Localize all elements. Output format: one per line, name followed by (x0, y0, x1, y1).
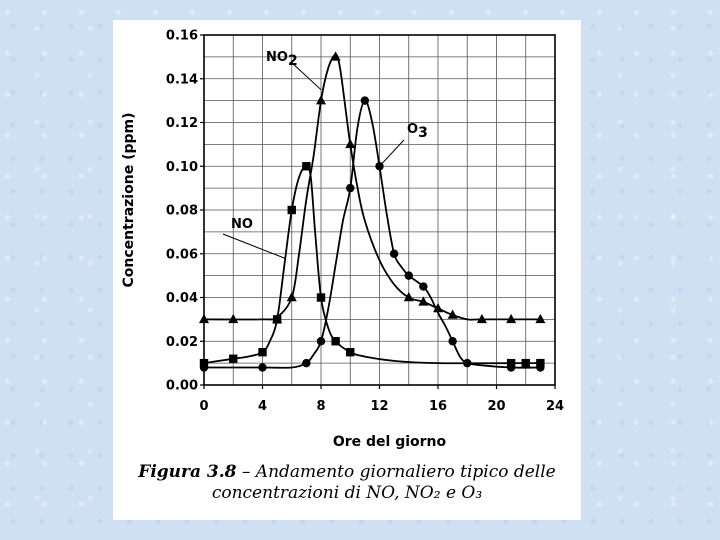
no2-annotation-label: NO2 (266, 50, 298, 69)
o3-data-point (360, 96, 370, 105)
x-tick-label: 0 (199, 399, 208, 414)
no-data-point (521, 358, 530, 368)
no2-data-point (447, 309, 458, 319)
y-tick-label: 0.04 (166, 291, 198, 306)
o3-data-point (316, 337, 326, 346)
no-data-point (287, 205, 296, 215)
y-tick-label: 0.06 (166, 247, 198, 262)
no2-data-point (418, 296, 429, 306)
x-tick-label: 20 (487, 399, 505, 414)
y-tick-label: 0.00 (166, 379, 198, 394)
no-data-point (316, 293, 326, 302)
x-tick-label: 24 (546, 399, 564, 414)
o3-data-point (199, 363, 209, 372)
y-axis-title: Concentrazione (ppm) (121, 113, 137, 288)
no2-annotation-pointer (290, 61, 322, 91)
no2-data-point (228, 313, 239, 324)
o3-data-point (346, 183, 355, 193)
y-tick-label: 0.02 (166, 335, 198, 350)
no-annotation-label: NO (231, 217, 253, 232)
no-annotation-pointer (222, 233, 285, 259)
no-data-point (302, 162, 311, 171)
no-data-point (506, 358, 516, 368)
x-tick-label: 16 (429, 399, 447, 414)
o3-data-point (463, 358, 472, 368)
no-data-point (272, 315, 282, 324)
figure-caption: Figura 3.8 – Andamento giornaliero tipic… (113, 462, 581, 504)
y-tick-label: 0.12 (166, 116, 198, 131)
figure-caption-label: Figura 3.8 (138, 462, 237, 482)
grid-lines (203, 34, 556, 386)
no2-data-point (535, 313, 546, 324)
no2-data-point (316, 95, 326, 105)
o3-series-line (204, 99, 541, 369)
no2-data-point (506, 313, 517, 324)
y-tick-label: 0.14 (166, 72, 198, 87)
no-series-line (203, 165, 541, 365)
y-tick-label: 0.10 (166, 160, 198, 175)
no-data-point (199, 358, 209, 368)
no2-data-point (345, 138, 356, 149)
no-data-point (258, 347, 267, 357)
o3-data-point (404, 271, 413, 280)
y-tick-label: 0.16 (166, 29, 198, 44)
no-data-point (331, 337, 340, 346)
y-tick-label: 0.08 (166, 204, 198, 219)
o3-data-point (389, 249, 399, 258)
no2-data-point (433, 302, 443, 313)
x-tick-label: 4 (258, 399, 267, 414)
no2-series-line (203, 53, 541, 321)
x-axis-title: Ore del giorno (333, 434, 447, 450)
line-chart: 0.00 0.02 0.04 0.06 0.08 0.10 0.12 0.14 0.16 0 4 8 1… (121, 29, 564, 451)
no-data-point (229, 354, 238, 363)
o3-data-point (302, 358, 311, 368)
x-tick-label: 8 (316, 399, 325, 414)
o3-annotation-label: O3 (407, 122, 428, 141)
no2-data-point (199, 313, 209, 324)
o3-data-point (536, 363, 545, 372)
no2-data-point (286, 292, 297, 302)
o3-data-point (419, 282, 428, 291)
no2-data-point (403, 292, 414, 302)
o3-data-point (506, 363, 516, 372)
x-tick-label: 12 (370, 399, 388, 414)
no-data-point (346, 347, 355, 357)
figure-panel: 0.00 0.02 0.04 0.06 0.08 0.10 0.12 0.14 0.16 0 4 8 1… (113, 20, 581, 520)
no2-data-point (476, 313, 487, 324)
no-data-point (536, 358, 545, 368)
o3-data-point (448, 337, 457, 346)
o3-data-point (258, 363, 267, 372)
figure-caption-text: – Andamento giornaliero tipico delle con… (211, 462, 556, 503)
no2-data-point (330, 51, 341, 61)
o3-annotation-pointer (379, 139, 405, 167)
